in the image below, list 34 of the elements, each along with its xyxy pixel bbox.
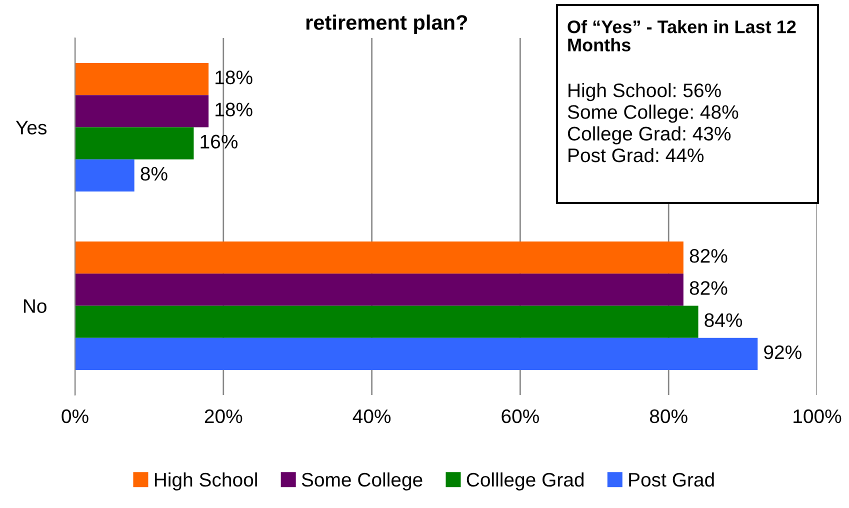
annotation: Post Grad: 44% (568, 148, 704, 162)
data-label: 84% (704, 313, 742, 328)
annotation: Some College: 48% (568, 104, 738, 123)
x-tick-label: 20% (204, 409, 242, 424)
x-tick-label: 0% (62, 409, 88, 424)
data-label: 92% (764, 345, 802, 360)
legend-label: High School (154, 472, 257, 490)
y-tick-label: No (24, 299, 46, 313)
bar (75, 274, 684, 306)
annotation: College Grad: 43% (568, 126, 731, 144)
bar (75, 241, 684, 274)
bar (75, 338, 758, 370)
data-label: 18% (216, 70, 252, 84)
x-tick-label: 40% (352, 409, 391, 424)
chart-title: retirement plan? (306, 14, 468, 34)
data-label: 82% (690, 249, 728, 263)
x-tick-label: 60% (502, 409, 539, 424)
data-label: 8% (140, 166, 168, 181)
y-tick-label: Yes (16, 120, 47, 134)
data-label: 16% (200, 134, 238, 149)
legend-label: Colllege Grad (466, 472, 584, 490)
data-label: 82% (690, 281, 728, 295)
bar (75, 306, 698, 338)
x-tick-label: 80% (650, 409, 688, 424)
annotation: Of “Yes” - Taken in Last 12 Months (568, 20, 796, 52)
bar (75, 95, 209, 128)
annotation: High School: 56% (568, 83, 721, 102)
bar (75, 159, 134, 192)
x-tick-label: 100% (794, 409, 842, 424)
legend-label: Some College (302, 472, 422, 490)
data-label: 18% (216, 102, 252, 116)
bar (75, 62, 209, 96)
bar (75, 127, 194, 160)
legend-label: Post Grad (629, 472, 714, 487)
